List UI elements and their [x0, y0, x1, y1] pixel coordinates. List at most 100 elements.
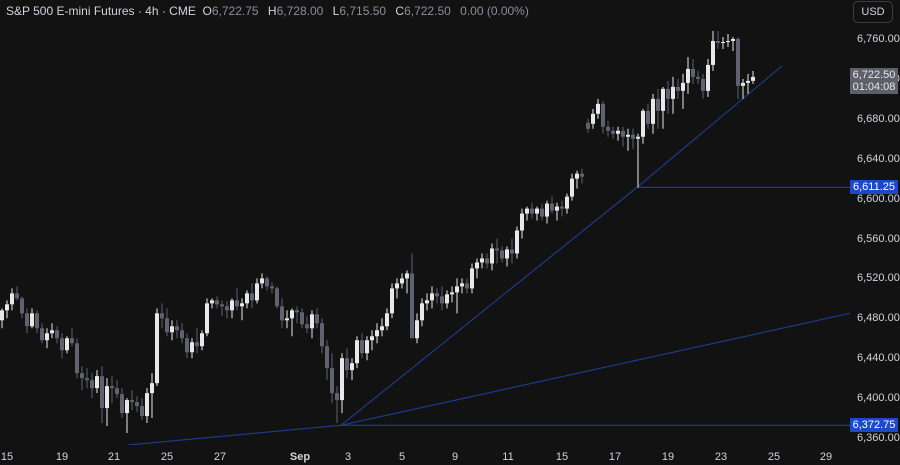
candle-body — [155, 313, 159, 384]
candle-body — [545, 203, 549, 217]
time-tick: 25 — [160, 451, 174, 463]
candle-body — [100, 376, 104, 409]
candle-body — [310, 314, 314, 329]
candle-body — [190, 342, 194, 353]
candle-body — [170, 326, 174, 333]
candle-body — [701, 78, 705, 91]
time-tick: 17 — [608, 451, 622, 463]
candle-body — [370, 336, 374, 341]
candle-body — [651, 98, 655, 124]
price-tick: 6,600.00 — [857, 192, 900, 205]
candle-body — [455, 286, 459, 293]
candle-body — [525, 208, 529, 214]
time-tick: 23 — [714, 451, 728, 463]
candle-body — [495, 248, 499, 251]
low-value: 6,715.50 — [339, 4, 387, 18]
candle-body — [560, 206, 564, 209]
candle-body — [636, 136, 640, 139]
candle-body — [335, 393, 339, 401]
candle-body — [90, 380, 94, 389]
candle-body — [60, 338, 64, 351]
time-tick: 19 — [55, 451, 69, 463]
candle-body — [515, 230, 519, 254]
price-label-6611: 6,611.25 — [850, 180, 898, 195]
candle-body — [686, 68, 690, 83]
candle-body — [656, 98, 660, 111]
steep-trendline[interactable] — [340, 186, 638, 426]
candle-body — [721, 41, 725, 43]
high-label: H — [267, 4, 277, 18]
candle-body — [10, 293, 14, 305]
candle-body — [440, 296, 444, 304]
candle-body — [596, 103, 600, 114]
candle-body — [115, 388, 119, 395]
candle-body — [395, 283, 399, 289]
candle-body — [751, 76, 755, 81]
candle-body — [230, 300, 234, 311]
candle-body — [706, 64, 710, 91]
candle-body — [626, 134, 630, 137]
candle-body — [385, 313, 389, 327]
price-tick: 6,360.00 — [857, 432, 900, 444]
candle-body — [165, 318, 169, 333]
candle-body — [480, 258, 484, 263]
candle-body — [255, 283, 259, 301]
candle-body — [80, 373, 84, 379]
time-tick: 25 — [767, 451, 781, 463]
candle-body — [125, 400, 129, 414]
candle-body — [631, 134, 635, 139]
candle-body — [360, 340, 364, 354]
candle-body — [75, 343, 79, 374]
candle-body — [120, 394, 124, 414]
candle-body — [265, 278, 269, 287]
price-tick: 6,440.00 — [857, 352, 900, 365]
candle-body — [425, 300, 429, 304]
candle-body — [565, 196, 569, 209]
time-tick: 19 — [661, 451, 675, 463]
candle-body — [510, 249, 514, 254]
change-value: 0.00 (0.00%) — [460, 4, 529, 18]
candle-body — [105, 386, 109, 409]
candle-body — [315, 314, 319, 324]
candle-body — [681, 82, 685, 91]
candle-body — [340, 358, 344, 401]
upper-trendline[interactable] — [636, 65, 783, 188]
candle-body — [35, 313, 39, 329]
long-trendline[interactable] — [127, 424, 342, 445]
candle-body — [410, 273, 414, 339]
time-tick: 5 — [398, 451, 406, 463]
candle-body — [330, 368, 334, 394]
close-label: C — [395, 4, 405, 18]
lower-fan-line[interactable] — [340, 312, 850, 426]
candle-body — [691, 68, 695, 77]
candlestick-chart[interactable] — [0, 0, 850, 445]
candle-body — [430, 293, 434, 301]
candle-body — [470, 268, 474, 289]
candle-body — [65, 338, 69, 351]
candle-body — [235, 300, 239, 307]
candle-body — [365, 340, 369, 354]
candle-body — [130, 400, 134, 403]
candle-body — [500, 250, 504, 259]
candle-body — [285, 318, 289, 321]
candle-body — [220, 304, 224, 307]
time-tick: Sep — [289, 451, 311, 463]
candle-body — [611, 130, 615, 134]
currency-button[interactable]: USD — [853, 1, 893, 23]
candle-body — [716, 40, 720, 43]
candle-body — [95, 376, 99, 389]
candle-body — [490, 248, 494, 264]
candle-body — [300, 312, 304, 325]
time-tick: 11 — [502, 451, 514, 463]
time-tick: 29 — [819, 451, 833, 463]
candle-body — [30, 313, 34, 327]
candle-body — [460, 283, 464, 287]
candle-body — [250, 293, 254, 301]
candle-body — [245, 293, 249, 304]
candle-body — [55, 330, 59, 339]
candle-body — [575, 173, 579, 179]
candle-body — [540, 208, 544, 217]
candle-body — [550, 203, 554, 211]
candle-body — [731, 39, 735, 41]
candle-body — [570, 178, 574, 197]
